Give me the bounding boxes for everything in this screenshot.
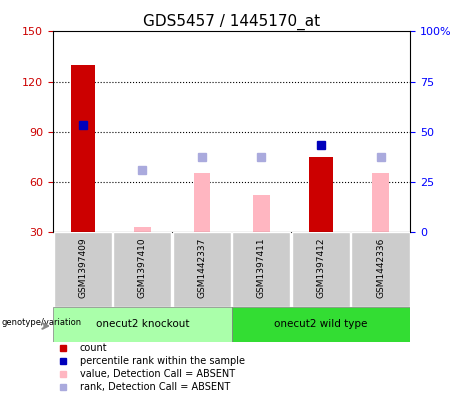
Bar	[54, 232, 112, 307]
Bar	[53, 307, 232, 342]
Text: rank, Detection Call = ABSENT: rank, Detection Call = ABSENT	[80, 382, 230, 391]
Bar	[232, 307, 410, 342]
Bar	[309, 157, 333, 232]
Bar	[173, 232, 231, 307]
Text: genotype/variation: genotype/variation	[1, 318, 81, 327]
Text: onecut2 wild type: onecut2 wild type	[274, 319, 368, 329]
Text: GSM1442336: GSM1442336	[376, 238, 385, 298]
Text: GSM1397409: GSM1397409	[78, 238, 87, 298]
Title: GDS5457 / 1445170_at: GDS5457 / 1445170_at	[143, 14, 320, 30]
Bar	[232, 232, 290, 307]
Bar	[194, 173, 210, 232]
Text: GSM1397411: GSM1397411	[257, 238, 266, 298]
Text: value, Detection Call = ABSENT: value, Detection Call = ABSENT	[80, 369, 235, 379]
Bar	[134, 227, 151, 232]
Text: percentile rank within the sample: percentile rank within the sample	[80, 356, 244, 366]
Bar	[71, 65, 95, 232]
Text: onecut2 knockout: onecut2 knockout	[95, 319, 189, 329]
Bar	[292, 232, 350, 307]
Bar	[351, 232, 409, 307]
Text: GSM1397412: GSM1397412	[316, 238, 325, 298]
Text: GSM1397410: GSM1397410	[138, 238, 147, 298]
Bar	[113, 232, 171, 307]
Text: GSM1442337: GSM1442337	[197, 238, 207, 298]
Bar	[372, 173, 389, 232]
Bar	[253, 195, 270, 232]
Text: count: count	[80, 343, 107, 353]
